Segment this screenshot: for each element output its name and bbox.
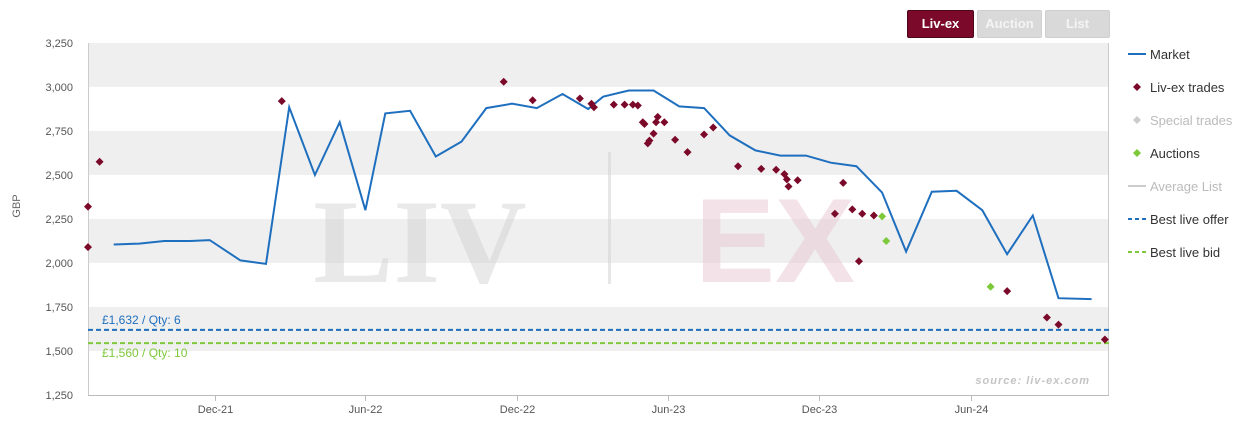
livex-trade-point [628, 100, 637, 109]
livex-trade-point [660, 118, 669, 127]
plot-band [88, 219, 1109, 263]
legend-label: Best live bid [1150, 245, 1221, 260]
livex-trade-point [1100, 335, 1109, 344]
livex-trade-point [848, 205, 857, 214]
watermark-left: LIV [313, 175, 526, 308]
x-tick-label: Jun-23 [652, 404, 686, 416]
legend-item-average-list[interactable]: Average List [1126, 176, 1251, 196]
legend-label: Average List [1150, 179, 1223, 194]
livex-trade-point [84, 243, 92, 252]
legend-label: Best live offer [1150, 212, 1229, 227]
y-tick-label: 1,250 [45, 390, 73, 402]
y-tick-label: 3,000 [45, 82, 73, 94]
plot-band [88, 43, 1109, 87]
livex-trade-point [854, 257, 863, 266]
line-icon [1128, 53, 1146, 55]
best-live-offer-label: £1,632 / Qty: 6 [102, 313, 181, 327]
y-axis-title: GBP [11, 194, 23, 217]
watermark-right: EX [695, 174, 855, 308]
y-tick-label: 1,750 [45, 302, 73, 314]
legend-item-special-trades[interactable]: Special trades [1126, 110, 1251, 130]
livex-trade-point [772, 165, 781, 174]
diamond-icon [1133, 116, 1141, 124]
livex-trade-point [633, 101, 642, 110]
legend-item-best-live-bid[interactable]: Best live bid [1126, 242, 1251, 262]
x-tick-label: Jun-24 [955, 404, 989, 416]
y-tick-label: 2,000 [45, 258, 73, 270]
plot-band [88, 131, 1109, 175]
watermark-divider [608, 152, 611, 284]
tab-list[interactable]: List [1045, 10, 1110, 38]
x-tick-label: Dec-22 [500, 404, 535, 416]
livex-trade-point [589, 103, 598, 112]
livex-trade-point [277, 97, 286, 106]
plot-bands [88, 43, 1109, 351]
livex-trade-point [757, 164, 766, 173]
livex-trade-point [620, 100, 629, 109]
legend-item-auctions[interactable]: Auctions [1126, 143, 1251, 163]
livex-trade-point [649, 129, 658, 138]
legend-label: Liv-ex trades [1150, 80, 1225, 95]
best-live-bid-label: £1,560 / Qty: 10 [102, 346, 188, 360]
livex-trade-point [95, 157, 104, 166]
diamond-icon [1133, 149, 1141, 157]
livex-trade-point [609, 100, 618, 109]
legend-label: Special trades [1150, 113, 1233, 128]
livex-trade-point [784, 182, 793, 191]
tab-livex[interactable]: Liv-ex [907, 10, 974, 38]
legend-label: Market [1150, 47, 1190, 62]
x-axis-ticks: Dec-21 Jun-22 Dec-22 Jun-23 Dec-23 Jun-24 [198, 395, 989, 416]
y-tick-label: 2,500 [45, 170, 73, 182]
livex-trade-point [84, 202, 92, 211]
livex-trade-point [683, 148, 692, 157]
livex-trade-point [653, 112, 662, 121]
livex-trade-point [734, 162, 743, 171]
auction-point [882, 237, 891, 245]
x-tick-label: Dec-21 [198, 404, 233, 416]
y-tick-label: 2,250 [45, 214, 73, 226]
livex-trade-point [575, 94, 584, 103]
livex-trade-point [782, 175, 791, 184]
livex-trade-point [709, 123, 718, 132]
y-axis-ticks: 1,250 1,500 1,750 2,000 2,250 2,500 2,750 3,000… [45, 38, 73, 402]
livex-trade-point [830, 209, 839, 218]
livex-trade-point [858, 209, 867, 218]
legend-item-market[interactable]: Market [1126, 44, 1251, 64]
watermark: LIV EX [313, 152, 855, 308]
livex-trade-point [1003, 287, 1012, 296]
y-tick-label: 1,500 [45, 346, 73, 358]
y-tick-label: 3,250 [45, 38, 73, 50]
livex-trade-point [1054, 320, 1063, 329]
livex-trade-point [671, 135, 680, 144]
tab-auction[interactable]: Auction [977, 10, 1042, 38]
diamond-icon [1133, 83, 1141, 91]
livex-trade-point [528, 96, 537, 105]
livex-trade-point [839, 178, 848, 187]
livex-trade-point [640, 119, 649, 128]
market-line [113, 89, 1092, 301]
livex-trade-point [793, 176, 802, 185]
auction-points [878, 212, 995, 291]
legend-label: Auctions [1150, 146, 1200, 161]
livex-trades-points [84, 77, 1109, 344]
source-credit: source: liv-ex.com [975, 375, 1090, 387]
dashed-line-icon [1128, 251, 1146, 253]
x-tick-label: Jun-22 [349, 404, 383, 416]
livex-trade-point [869, 211, 878, 220]
auction-point [878, 212, 887, 221]
auction-point [986, 282, 995, 291]
legend-item-livex-trades[interactable]: Liv-ex trades [1126, 77, 1251, 97]
livex-trade-point [1042, 313, 1051, 322]
livex-trade-point [645, 136, 654, 145]
x-tick-label: Dec-23 [802, 404, 837, 416]
livex-trade-point [499, 77, 508, 86]
legend-item-best-live-offer[interactable]: Best live offer [1126, 209, 1251, 229]
dashed-line-icon [1128, 218, 1146, 220]
line-icon [1128, 185, 1146, 187]
reference-lines: £1,632 / Qty: 6 £1,560 / Qty: 10 [88, 313, 1109, 360]
livex-trade-point [700, 130, 709, 139]
y-tick-label: 2,750 [45, 126, 73, 138]
